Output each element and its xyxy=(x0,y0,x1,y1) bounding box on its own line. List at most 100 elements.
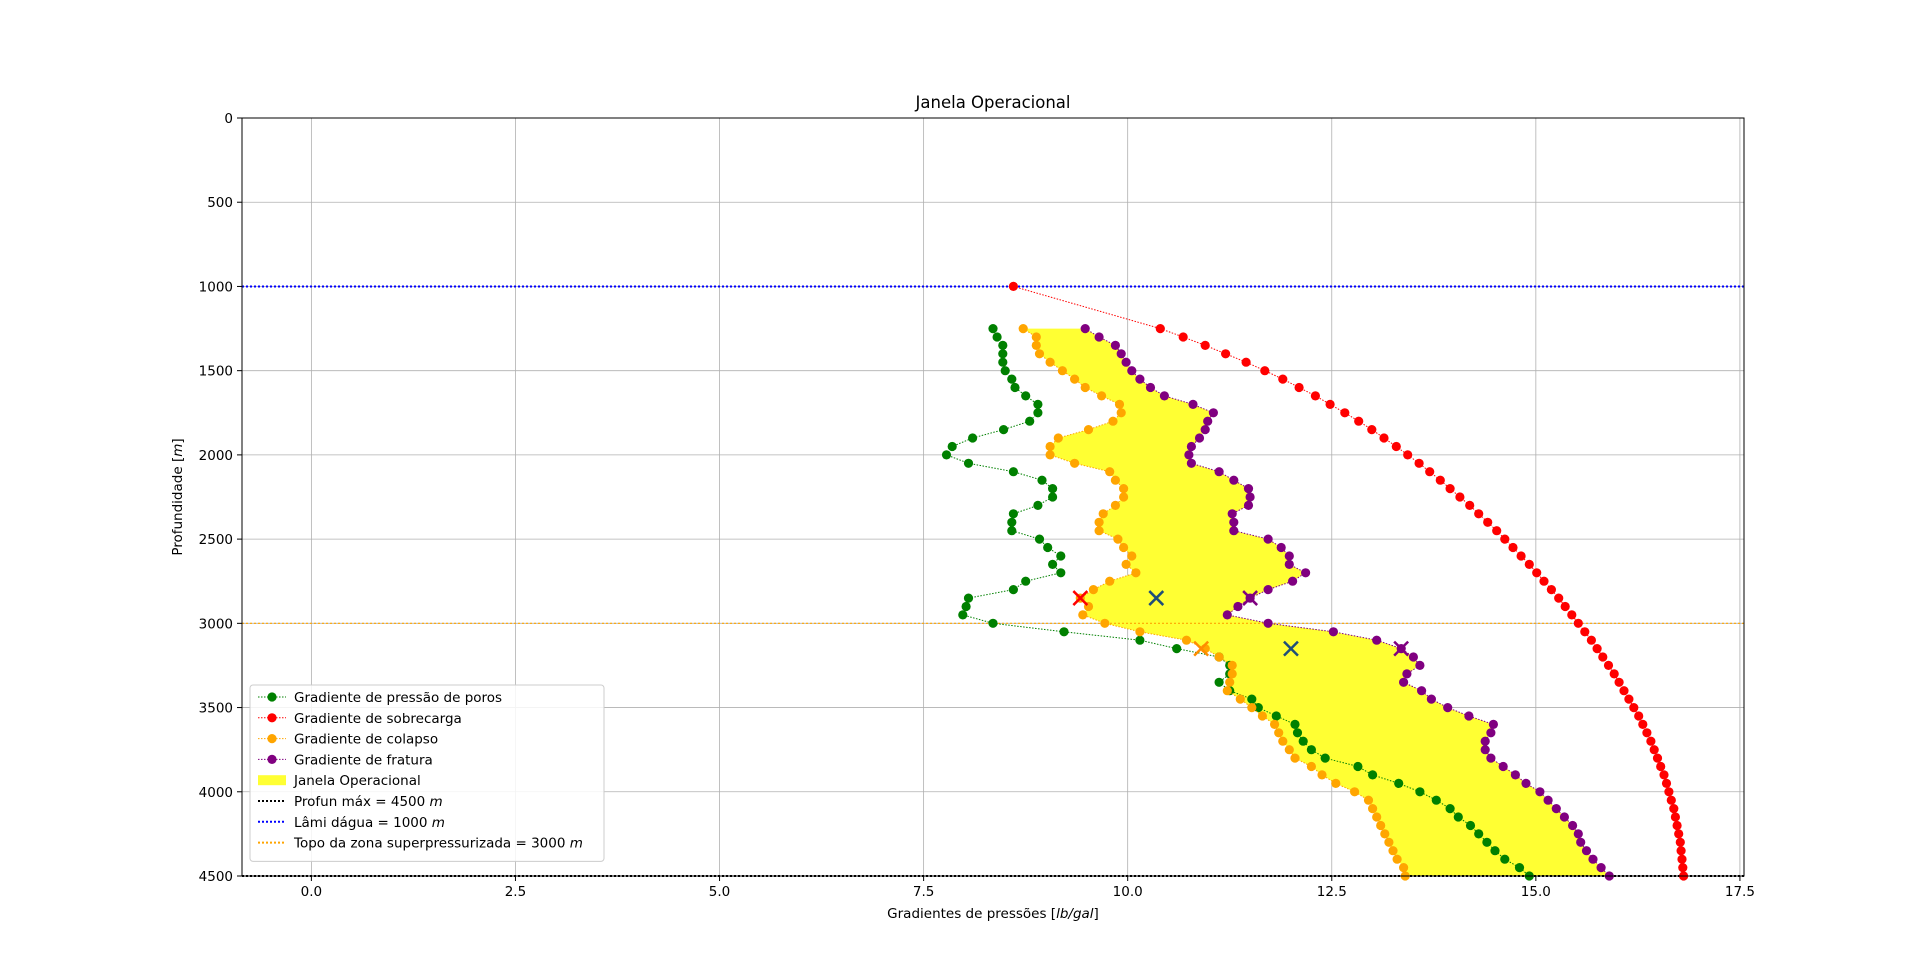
data-point xyxy=(1328,627,1338,637)
data-point xyxy=(1353,761,1363,772)
data-point xyxy=(1181,635,1192,645)
data-point xyxy=(1417,686,1427,696)
data-point xyxy=(1619,686,1629,696)
data-point xyxy=(1270,719,1280,730)
data-point xyxy=(1368,770,1378,780)
data-point xyxy=(1135,627,1145,637)
legend-entry: Janela Operacional xyxy=(258,773,421,789)
data-point xyxy=(1320,753,1330,763)
data-point xyxy=(1474,829,1484,839)
data-point xyxy=(1368,804,1378,814)
data-point xyxy=(1403,450,1413,460)
data-point xyxy=(1325,399,1335,409)
data-point xyxy=(1666,795,1676,805)
data-point xyxy=(1229,517,1239,527)
data-point xyxy=(1200,425,1210,435)
series-group xyxy=(1018,324,1410,881)
data-point xyxy=(1098,509,1108,519)
x-marker-stroke xyxy=(1072,590,1089,606)
data-point xyxy=(1186,458,1196,468)
data-point xyxy=(1025,416,1035,426)
legend-label: Gradiente de sobrecarga xyxy=(294,711,462,727)
data-point xyxy=(1263,585,1273,595)
data-point xyxy=(1031,340,1041,350)
data-point xyxy=(1278,736,1288,746)
data-point xyxy=(1121,357,1131,367)
data-point xyxy=(1288,576,1298,586)
y-tick-label: 4500 xyxy=(199,869,233,885)
data-point xyxy=(1094,332,1104,342)
legend-marker-swatch xyxy=(267,713,277,723)
data-point xyxy=(1203,416,1213,426)
data-point xyxy=(1490,846,1500,856)
fill-layer xyxy=(1023,328,1610,877)
data-point xyxy=(1045,450,1055,460)
data-point xyxy=(1414,458,1424,468)
data-point xyxy=(1284,559,1294,570)
data-point xyxy=(988,324,998,334)
data-point xyxy=(1488,719,1498,730)
data-point xyxy=(1669,804,1679,814)
data-point xyxy=(1482,837,1492,847)
data-point xyxy=(963,593,974,603)
data-point xyxy=(1350,787,1360,797)
data-point xyxy=(1676,846,1686,856)
data-point xyxy=(1021,576,1031,586)
data-point xyxy=(1033,399,1043,409)
legend-entry: Gradiente de pressão de poros xyxy=(258,690,502,706)
data-point xyxy=(1243,484,1254,494)
data-point xyxy=(1000,366,1010,376)
data-point xyxy=(1048,484,1058,494)
data-point xyxy=(1119,484,1129,494)
data-point xyxy=(1263,618,1273,628)
y-tick-label: 2000 xyxy=(199,448,233,464)
legend-marker-swatch xyxy=(267,692,277,702)
data-point xyxy=(1078,610,1088,620)
series-layer xyxy=(941,281,1689,881)
data-point xyxy=(1399,677,1409,687)
chart-title: Janela Operacional xyxy=(915,93,1071,112)
data-point xyxy=(1500,854,1510,864)
x-marker xyxy=(1242,590,1259,606)
data-point xyxy=(1113,534,1123,544)
data-point xyxy=(1670,812,1680,822)
data-point xyxy=(1480,745,1490,755)
x-tick-label: 12.5 xyxy=(1317,884,1347,900)
x-marker-stroke xyxy=(1148,590,1165,606)
series-group xyxy=(941,324,1534,881)
data-point xyxy=(1524,559,1534,570)
data-point xyxy=(1214,677,1224,687)
data-point xyxy=(1070,458,1080,468)
data-point xyxy=(1116,349,1126,359)
x-tick-label: 2.5 xyxy=(505,884,526,900)
legend-label: Gradiente de pressão de poros xyxy=(294,690,502,706)
x-marker-stroke xyxy=(1393,640,1410,657)
legend-label: Gradiente de fratura xyxy=(294,752,433,768)
data-point xyxy=(1367,425,1377,435)
data-point xyxy=(1675,837,1685,847)
data-point xyxy=(1392,854,1402,864)
data-point xyxy=(1083,425,1094,435)
data-point xyxy=(1306,745,1316,755)
data-point xyxy=(1284,745,1294,755)
data-point xyxy=(1241,357,1251,367)
data-point xyxy=(1235,694,1245,704)
legend-label-text: Profun máx = 4500 xyxy=(294,794,425,810)
y-tick-label: 1000 xyxy=(199,279,233,295)
data-point xyxy=(1229,526,1239,536)
data-point xyxy=(1480,736,1490,746)
data-point xyxy=(1008,467,1019,477)
x-marker-stroke xyxy=(1283,640,1299,657)
y-tick-label: 4000 xyxy=(199,785,233,801)
data-point xyxy=(1634,711,1644,721)
data-point xyxy=(1486,753,1496,763)
data-point xyxy=(1399,863,1409,873)
data-point xyxy=(1290,719,1300,730)
x-axis-label: Gradientes de pressões [lb/gal] xyxy=(887,906,1099,922)
data-point xyxy=(1007,526,1017,536)
data-point xyxy=(963,458,974,468)
legend-marker-swatch xyxy=(267,754,277,765)
data-point xyxy=(1227,669,1237,679)
data-point xyxy=(1317,770,1327,780)
x-tick-label: 10.0 xyxy=(1113,884,1143,900)
